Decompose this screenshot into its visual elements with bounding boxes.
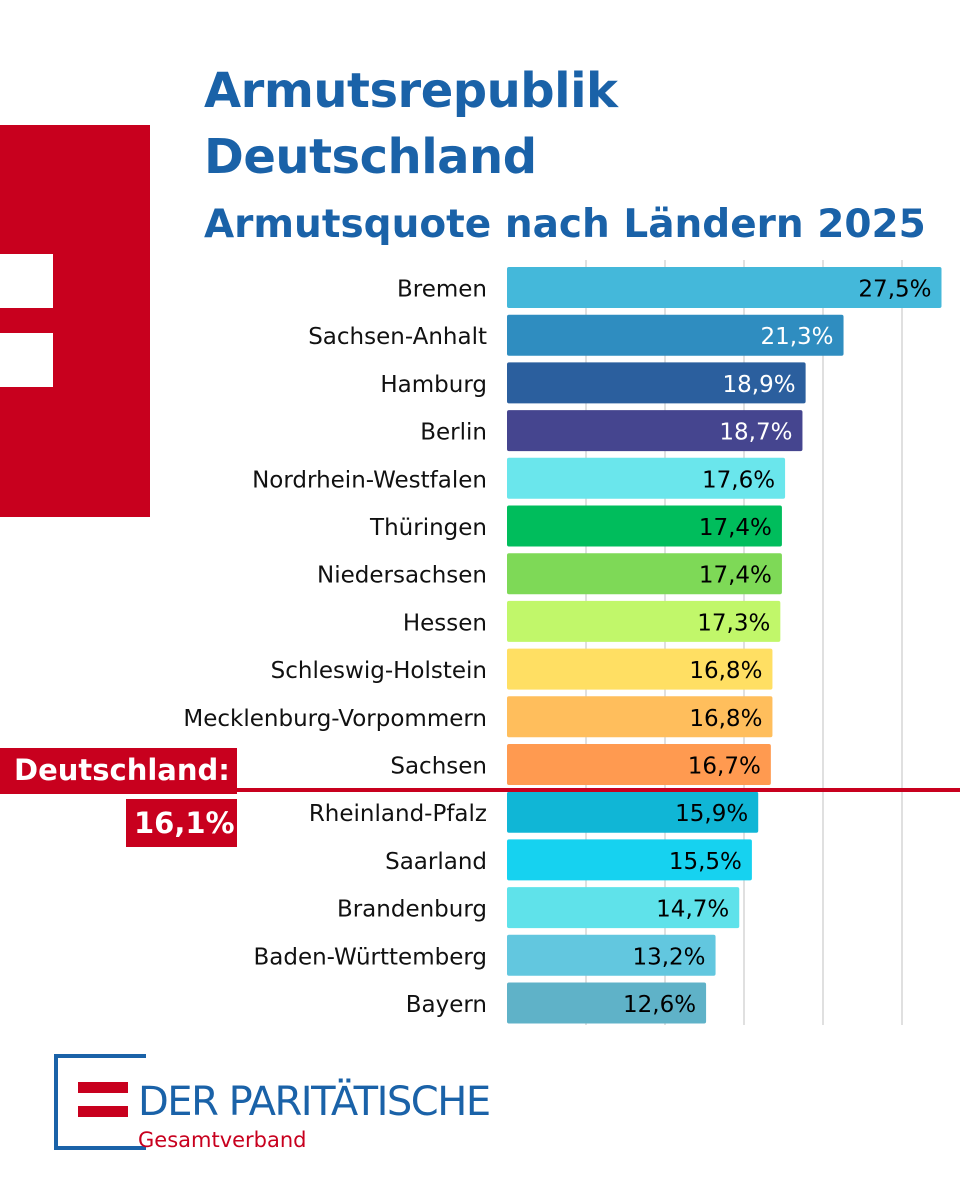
logo-name: DER PARITÄTISCHE — [138, 1079, 491, 1125]
category-label: Saarland — [385, 849, 487, 875]
bar-row: Schleswig-Holstein 16,8% — [271, 648, 773, 690]
bar — [507, 982, 707, 1024]
bar-row: Baden-Württemberg 13,2% — [253, 934, 716, 976]
logo-frame — [54, 1054, 146, 1150]
logo-stripe-top — [78, 1082, 128, 1093]
bar — [507, 457, 786, 499]
category-label: Mecklenburg-Vorpommern — [183, 706, 487, 732]
category-label: Sachsen-Anhalt — [308, 324, 487, 350]
bar-row: Niedersachsen 17,4% — [317, 553, 782, 595]
bar-row: Berlin 18,7% — [420, 410, 803, 452]
value-label: 21,3% — [760, 324, 833, 350]
bar — [507, 267, 942, 308]
bar-row: Sachsen-Anhalt 21,3% — [308, 314, 844, 356]
bar-row: Bremen 27,5% — [397, 267, 942, 308]
bar — [507, 791, 759, 833]
bar-row: Hamburg 18,9% — [380, 362, 806, 404]
bar-row: Bayern 12,6% — [406, 982, 707, 1024]
bar-chart: Bremen 27,5% Sachsen-Anhalt 21,3% Hamburg 18,… — [183, 260, 960, 1025]
white-stripe-bottom — [0, 333, 53, 387]
category-label: Sachsen — [390, 754, 487, 780]
category-label: Thüringen — [369, 515, 487, 541]
value-label: 17,4% — [699, 563, 772, 589]
bar-row: Rheinland-Pfalz 15,9% — [309, 791, 759, 833]
value-label: 13,2% — [632, 944, 705, 970]
bar-row: Hessen 17,3% — [403, 600, 781, 642]
white-stripe-top — [0, 254, 53, 308]
category-label: Niedersachsen — [317, 563, 487, 589]
category-label: Berlin — [420, 420, 487, 446]
red-decor-block — [0, 125, 150, 517]
bar-row: Saarland 15,5% — [385, 839, 752, 881]
value-label: 17,6% — [702, 467, 775, 493]
bar — [507, 505, 782, 547]
value-label: 12,6% — [623, 992, 696, 1018]
category-label: Baden-Württemberg — [253, 944, 487, 970]
value-label: 17,3% — [697, 610, 770, 636]
value-label: 16,8% — [689, 706, 762, 732]
bar — [507, 648, 773, 690]
bar — [507, 934, 716, 976]
value-label: 17,4% — [699, 515, 772, 541]
category-label: Bremen — [397, 277, 487, 303]
category-label: Nordrhein-Westfalen — [252, 467, 487, 493]
category-label: Brandenburg — [337, 897, 487, 923]
bar — [507, 314, 844, 356]
average-value: 16,1% — [126, 799, 237, 847]
average-label: Deutschland: — [0, 748, 237, 794]
category-label: Bayern — [406, 992, 487, 1018]
value-label: 16,7% — [688, 754, 761, 780]
bar — [507, 553, 782, 595]
logo-subtitle: Gesamtverband — [138, 1128, 307, 1152]
category-label: Hamburg — [380, 372, 487, 398]
chart-title: Armutsrepublik Deutschland — [204, 63, 618, 185]
bar — [507, 839, 752, 881]
logo-stripe-bottom — [78, 1106, 128, 1117]
value-label: 18,9% — [723, 372, 796, 398]
bar-row: Thüringen 17,4% — [369, 505, 782, 547]
value-label: 16,8% — [689, 658, 762, 684]
bar — [507, 362, 806, 404]
bar — [507, 887, 740, 929]
value-label: 27,5% — [858, 277, 931, 303]
bar-row: Nordrhein-Westfalen 17,6% — [252, 457, 786, 499]
bar — [507, 410, 803, 452]
category-label: Schleswig-Holstein — [271, 658, 487, 684]
category-label: Rheinland-Pfalz — [309, 801, 487, 827]
bar-row: Brandenburg 14,7% — [337, 887, 740, 929]
bar-row: Sachsen 16,7% — [390, 744, 771, 785]
category-label: Hessen — [403, 610, 487, 636]
value-label: 15,9% — [675, 801, 748, 827]
value-label: 15,5% — [669, 849, 742, 875]
bar — [507, 600, 781, 642]
bar-row: Mecklenburg-Vorpommern 16,8% — [183, 696, 773, 738]
value-label: 14,7% — [656, 897, 729, 923]
chart-subtitle: Armutsquote nach Ländern 2025 — [204, 202, 926, 247]
bar — [507, 696, 773, 738]
value-label: 18,7% — [719, 420, 792, 446]
bar — [507, 744, 771, 785]
